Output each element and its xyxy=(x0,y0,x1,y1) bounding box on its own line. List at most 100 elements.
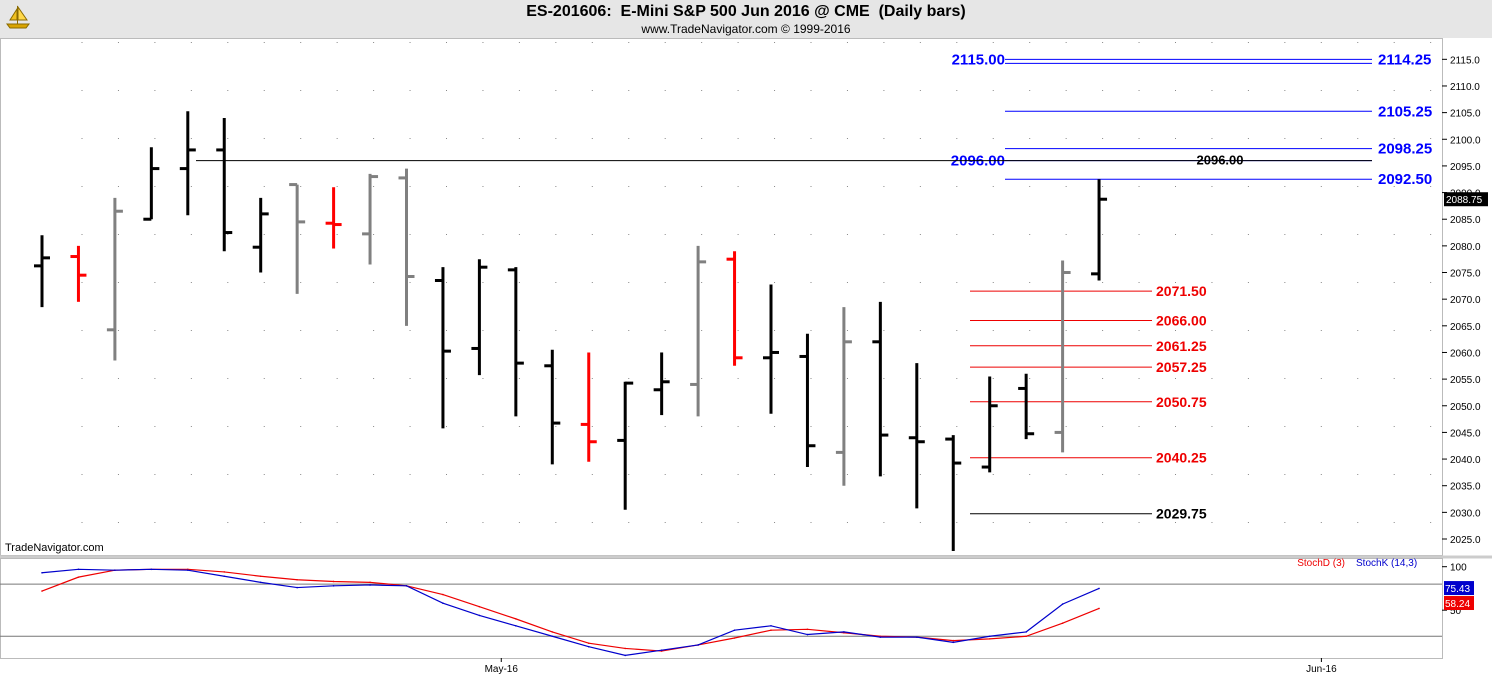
stoch-d-point xyxy=(515,618,517,620)
date-axis-label: May-16 xyxy=(485,664,519,675)
stoch-d-point xyxy=(551,631,554,633)
stoch-d-point xyxy=(332,580,335,583)
stoch-d-point xyxy=(259,575,262,578)
price-axis-label: 2110.0 xyxy=(1450,82,1480,93)
stoch-k-point xyxy=(916,636,918,638)
resistance-line-label: 2096.00 xyxy=(1197,153,1244,168)
stoch-k-point xyxy=(551,635,554,638)
price-axis-label: 2035.0 xyxy=(1450,482,1481,493)
price-level-label: 2061.25 xyxy=(1156,338,1207,354)
chart-title: ES-201606: E-Mini S&P 500 Jun 2016 @ CME… xyxy=(526,3,966,20)
price-axis-label: 2060.0 xyxy=(1450,348,1481,359)
date-axis: May-16 Jun-16 xyxy=(485,658,1337,675)
stoch-d-point xyxy=(624,647,626,650)
price-axis-label: 2100.0 xyxy=(1450,135,1481,146)
price-axis-label: 2050.0 xyxy=(1450,402,1481,413)
stoch-d-point xyxy=(369,581,371,584)
price-level-label: 2092.50 xyxy=(1378,171,1432,188)
price-levels: 2114.25 2115.00 2105.25 2098.25 2096.00 2092.… xyxy=(196,51,1432,522)
price-level-label: 2029.75 xyxy=(1156,506,1207,522)
price-grid xyxy=(0,38,1492,559)
stoch-k-point xyxy=(259,581,262,584)
stoch-k-point xyxy=(332,585,335,587)
stoch-k-point xyxy=(770,625,772,627)
price-level-label: 2050.75 xyxy=(1156,394,1207,410)
stoch-d-point xyxy=(1061,622,1064,625)
stoch-k-point xyxy=(952,641,955,644)
stoch-k-point xyxy=(114,569,116,571)
price-axis-label: 2075.0 xyxy=(1450,269,1481,280)
stoch-k-point xyxy=(478,614,481,617)
price-level-label: 2071.50 xyxy=(1156,283,1207,299)
stoch-k-point xyxy=(77,568,80,571)
stoch-k-last-label: 75.43 xyxy=(1445,584,1470,595)
stoch-d-point xyxy=(1025,635,1027,638)
price-level-label: 2066.00 xyxy=(1156,312,1207,328)
stoch-k-point xyxy=(223,575,226,578)
price-axis-label: 2025.0 xyxy=(1450,535,1481,546)
price-axis-label: 2105.0 xyxy=(1450,109,1481,120)
stoch-k-point xyxy=(1098,587,1100,590)
price-axis: 2025.0 2030.0 2035.0 2040.0 2045.0 2050.0 2055… xyxy=(1442,55,1488,546)
stoch-d-point xyxy=(733,637,736,639)
stoch-d-point xyxy=(77,576,80,578)
stoch-k-point xyxy=(587,645,590,648)
stoch-d-point xyxy=(442,593,444,596)
stoch-d-line xyxy=(41,568,1100,652)
stoch-k-legend: StochK (14,3) xyxy=(1356,558,1417,569)
price-level-label: 2114.25 xyxy=(1378,51,1431,68)
stoch-k-point xyxy=(1061,603,1064,605)
last-price-marker xyxy=(1444,192,1488,207)
price-axis-label: 2045.0 xyxy=(1450,428,1481,439)
price-level-label: 2105.25 xyxy=(1378,103,1432,120)
price-level-label-left: 2115.00 xyxy=(952,51,1005,68)
stoch-d-point xyxy=(988,638,991,640)
stoch-k-point xyxy=(515,625,517,627)
stoch-k-point xyxy=(806,633,809,636)
stoch-axis-label: 50 xyxy=(1450,606,1462,617)
stoch-d-point xyxy=(223,571,226,573)
price-level-label: 2040.25 xyxy=(1156,450,1207,466)
price-axis-label: 2115.0 xyxy=(1450,55,1480,66)
stoch-d-last-marker xyxy=(1444,596,1474,611)
stoch-k-point xyxy=(879,636,882,638)
price-axis-label: 2055.0 xyxy=(1450,375,1481,386)
stoch-k-point xyxy=(442,602,444,605)
stoch-k-point xyxy=(369,584,371,586)
stoch-k-point xyxy=(1025,631,1027,633)
trade-navigator-logo-icon xyxy=(4,2,32,35)
stoch-k-point xyxy=(733,629,736,631)
stoch-k-point xyxy=(187,569,189,571)
price-axis-label: 2030.0 xyxy=(1450,508,1481,519)
stoch-d-point xyxy=(806,628,809,631)
price-axis-label: 2070.0 xyxy=(1450,295,1481,306)
price-bars xyxy=(34,111,1108,552)
stoch-k-point xyxy=(624,654,626,657)
stoch-k-line xyxy=(41,568,1100,657)
stoch-d-point xyxy=(1098,607,1100,610)
stochastic-panel: 50 100 58.24 75.43 StochD (3) StochK (14,3) xyxy=(0,558,1474,659)
stoch-k-point xyxy=(405,585,408,587)
stoch-k-last-marker xyxy=(1444,581,1474,596)
stoch-d-point xyxy=(587,642,590,645)
stoch-d-point xyxy=(770,629,772,631)
price-axis-label: 2040.0 xyxy=(1450,455,1481,466)
last-price-label: 2088.75 xyxy=(1446,195,1483,206)
stoch-panel-frame xyxy=(0,558,1443,659)
stoch-d-point xyxy=(952,639,955,642)
stoch-d-point xyxy=(296,578,298,581)
stoch-k-point xyxy=(660,649,663,651)
price-panel-frame xyxy=(0,38,1443,556)
date-axis-label: Jun-16 xyxy=(1306,664,1337,675)
price-axis-label: 2065.0 xyxy=(1450,322,1481,333)
stoch-d-point xyxy=(41,590,43,592)
price-level-label: 2057.25 xyxy=(1156,359,1207,375)
price-level-label: 2098.25 xyxy=(1378,141,1432,158)
stoch-axis-label: 100 xyxy=(1450,563,1467,574)
stoch-d-legend: StochD (3) xyxy=(1297,558,1345,569)
chart-header xyxy=(0,0,1492,38)
stoch-k-point xyxy=(697,644,699,646)
stoch-k-point xyxy=(296,586,298,589)
stoch-d-last-label: 58.24 xyxy=(1445,599,1470,610)
